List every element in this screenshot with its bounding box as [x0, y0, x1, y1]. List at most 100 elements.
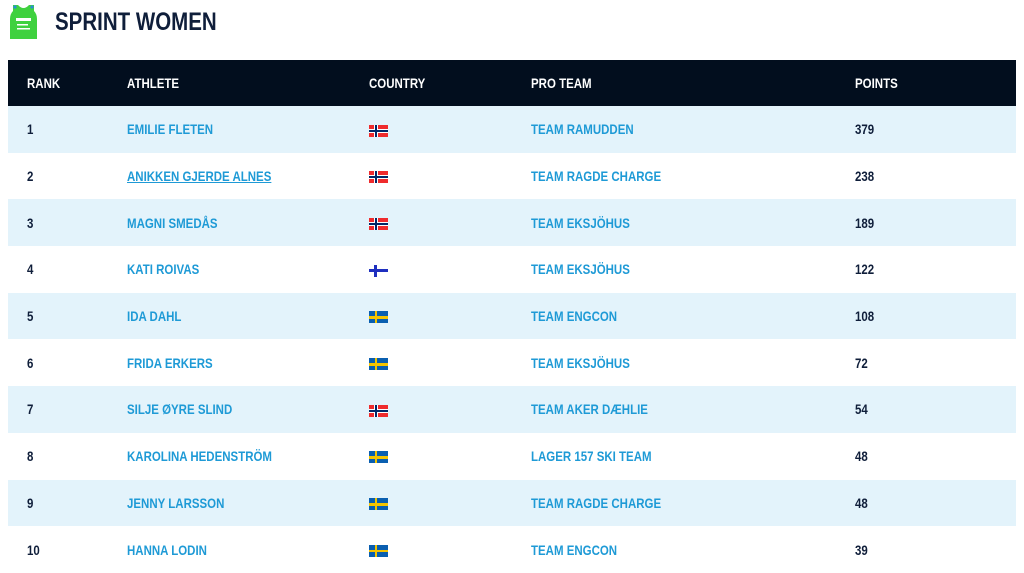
points: 238 — [855, 168, 875, 185]
points-cell: 122 — [855, 246, 1016, 293]
team-cell: TEAM EKSJÖHUS — [531, 246, 855, 293]
points-cell: 238 — [855, 153, 1016, 200]
athlete-link[interactable]: FRIDA ERKERS — [127, 354, 213, 371]
athlete-link[interactable]: EMILIE FLETEN — [127, 121, 214, 138]
athlete-cell: FRIDA ERKERS — [127, 339, 369, 386]
points-cell: 48 — [855, 480, 1016, 527]
points-cell: 48 — [855, 433, 1016, 480]
team-link[interactable]: TEAM EKSJÖHUS — [531, 261, 630, 278]
athlete-link[interactable]: MAGNI SMEDÅS — [127, 214, 218, 231]
flag-fin-icon — [369, 264, 388, 277]
flag-swe-icon — [369, 544, 388, 557]
athlete-link[interactable]: JENNY LARSSON — [127, 494, 225, 511]
rank-cell: 7 — [8, 386, 127, 433]
flag-swe-icon — [369, 498, 388, 511]
table-row: 10 HANNA LODIN TEAM ENGCON 39 — [8, 526, 1016, 573]
athlete-link[interactable]: KAROLINA HEDENSTRÖM — [127, 448, 272, 465]
header-team[interactable]: PRO TEAM — [531, 75, 592, 91]
team-link[interactable]: TEAM RAMUDDEN — [531, 121, 634, 138]
team-cell: TEAM RAMUDDEN — [531, 106, 855, 153]
team-link[interactable]: LAGER 157 SKI TEAM — [531, 448, 652, 465]
athlete-cell: EMILIE FLETEN — [127, 106, 369, 153]
rank-cell: 6 — [8, 339, 127, 386]
team-cell: TEAM ENGCON — [531, 526, 855, 573]
rank: 6 — [27, 354, 34, 371]
rank-cell: 4 — [8, 246, 127, 293]
table-row: 6 FRIDA ERKERS TEAM EKSJÖHUS 72 — [8, 339, 1016, 387]
header-country[interactable]: COUNTRY — [369, 75, 426, 91]
team-cell: TEAM EKSJÖHUS — [531, 339, 855, 386]
athlete-link[interactable]: ANIKKEN GJERDE ALNES — [127, 168, 272, 185]
team-link[interactable]: TEAM EKSJÖHUS — [531, 354, 630, 371]
rank: 3 — [27, 214, 34, 231]
points: 72 — [855, 354, 868, 371]
team-cell: TEAM RAGDE CHARGE — [531, 153, 855, 200]
athlete-cell: JENNY LARSSON — [127, 480, 369, 527]
table-row: 1 EMILIE FLETEN TEAM RAMUDDEN 379 — [8, 106, 1016, 153]
rank-cell: 3 — [8, 199, 127, 246]
team-link[interactable]: TEAM EKSJÖHUS — [531, 214, 630, 231]
header-athlete[interactable]: ATHLETE — [127, 75, 180, 91]
flag-swe-icon — [369, 451, 388, 464]
team-link[interactable]: TEAM ENGCON — [531, 541, 618, 558]
points-cell: 108 — [855, 293, 1016, 340]
team-link[interactable]: TEAM AKER DÆHLIE — [531, 401, 648, 418]
rank: 9 — [27, 494, 34, 511]
points-cell: 189 — [855, 199, 1016, 246]
athlete-cell: KAROLINA HEDENSTRÖM — [127, 433, 369, 480]
rank: 10 — [27, 541, 40, 558]
flag-nor-icon — [369, 124, 388, 137]
page-title: SPRINT WOMEN — [55, 8, 217, 36]
athlete-cell: ANIKKEN GJERDE ALNES — [127, 153, 369, 200]
team-cell: TEAM ENGCON — [531, 293, 855, 340]
country-cell — [369, 480, 531, 527]
rank: 4 — [27, 261, 34, 278]
athlete-link[interactable]: HANNA LODIN — [127, 541, 207, 558]
flag-nor-icon — [369, 218, 388, 231]
table-row: 9 JENNY LARSSON TEAM RAGDE CHARGE 48 — [8, 479, 1016, 527]
sprint-bib-logo-icon — [10, 5, 37, 39]
standings-table: RANK ATHLETE COUNTRY PRO TEAM POINTS 1 EM… — [8, 60, 1016, 573]
rank-cell: 10 — [8, 526, 127, 573]
athlete-cell: MAGNI SMEDÅS — [127, 199, 369, 246]
header-rank[interactable]: RANK — [27, 75, 61, 91]
team-link[interactable]: TEAM RAGDE CHARGE — [531, 168, 662, 185]
flag-nor-icon — [369, 171, 388, 184]
points: 108 — [855, 308, 875, 325]
athlete-cell: SILJE ØYRE SLIND — [127, 386, 369, 433]
table-row: 4 KATI ROIVAS TEAM EKSJÖHUS 122 — [8, 246, 1016, 293]
rank-cell: 5 — [8, 293, 127, 340]
table-row: 7 SILJE ØYRE SLIND TEAM AKER DÆHLIE 54 — [8, 386, 1016, 433]
team-cell: TEAM RAGDE CHARGE — [531, 480, 855, 527]
rank-cell: 9 — [8, 480, 127, 527]
flag-swe-icon — [369, 311, 388, 324]
points: 54 — [855, 401, 868, 418]
header-points[interactable]: POINTS — [855, 75, 898, 91]
athlete-link[interactable]: KATI ROIVAS — [127, 261, 200, 278]
points: 48 — [855, 494, 868, 511]
rank-cell: 2 — [8, 153, 127, 200]
rank: 8 — [27, 448, 34, 465]
team-link[interactable]: TEAM ENGCON — [531, 308, 618, 325]
table-row: 5 IDA DAHL TEAM ENGCON 108 — [8, 292, 1016, 340]
points-cell: 379 — [855, 106, 1016, 153]
flag-swe-icon — [369, 358, 388, 371]
country-cell — [369, 106, 531, 153]
team-cell: TEAM EKSJÖHUS — [531, 199, 855, 246]
table-header-row: RANK ATHLETE COUNTRY PRO TEAM POINTS — [8, 60, 1016, 106]
rank-cell: 1 — [8, 106, 127, 153]
country-cell — [369, 293, 531, 340]
athlete-cell: KATI ROIVAS — [127, 246, 369, 293]
points: 379 — [855, 121, 875, 138]
rank: 2 — [27, 168, 34, 185]
rank: 5 — [27, 308, 34, 325]
points: 189 — [855, 214, 875, 231]
team-link[interactable]: TEAM RAGDE CHARGE — [531, 494, 662, 511]
table-row: 8 KAROLINA HEDENSTRÖM LAGER 157 SKI TEAM 48 — [8, 432, 1016, 480]
country-cell — [369, 339, 531, 386]
points: 48 — [855, 448, 868, 465]
rank-cell: 8 — [8, 433, 127, 480]
athlete-link[interactable]: SILJE ØYRE SLIND — [127, 401, 233, 418]
points-cell: 39 — [855, 526, 1016, 573]
athlete-link[interactable]: IDA DAHL — [127, 308, 182, 325]
